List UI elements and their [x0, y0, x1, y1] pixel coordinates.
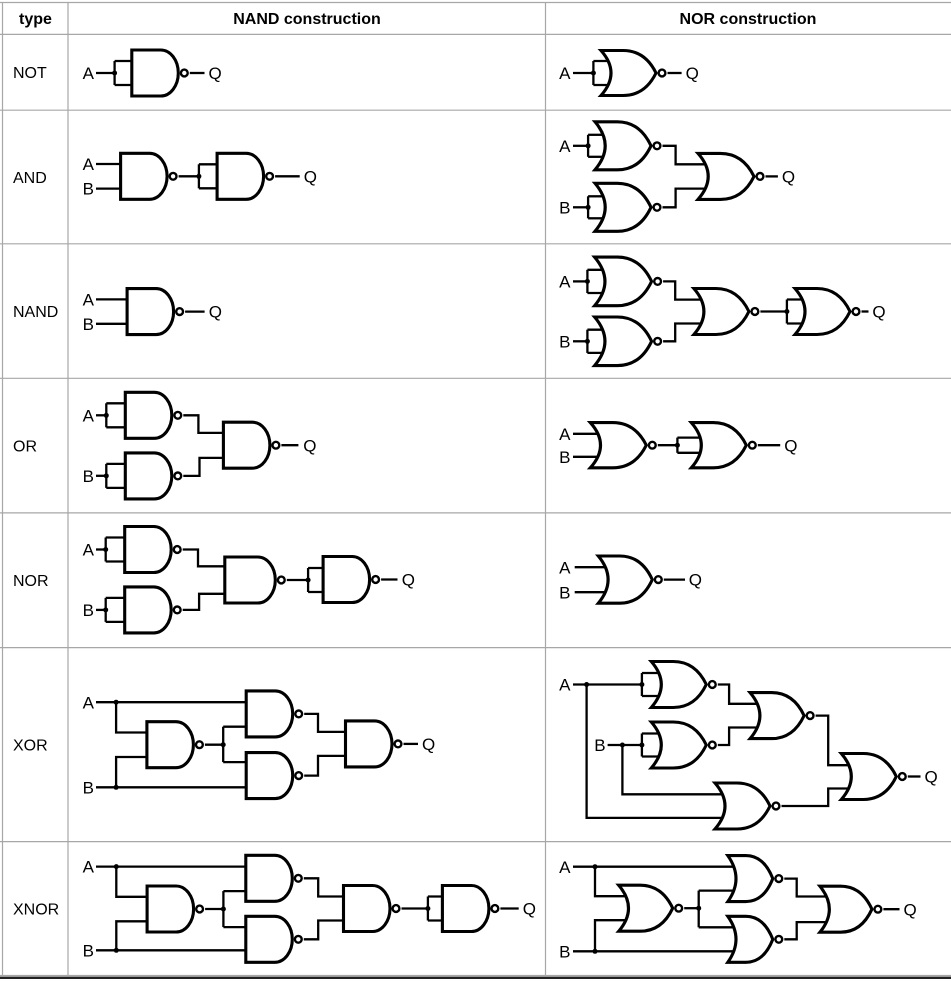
- svg-text:A: A: [559, 858, 571, 877]
- svg-text:A: A: [83, 541, 95, 560]
- svg-text:A: A: [83, 406, 95, 425]
- svg-text:Q: Q: [904, 900, 917, 919]
- svg-text:Q: Q: [925, 768, 938, 787]
- svg-text:B: B: [83, 467, 94, 486]
- svg-text:XOR: XOR: [13, 737, 48, 754]
- svg-text:A: A: [559, 273, 571, 292]
- svg-text:Q: Q: [872, 303, 885, 322]
- svg-text:A: A: [83, 858, 95, 877]
- svg-text:A: A: [83, 64, 95, 83]
- svg-text:Q: Q: [689, 571, 702, 590]
- svg-text:B: B: [559, 942, 570, 961]
- svg-text:Q: Q: [782, 168, 795, 187]
- svg-text:A: A: [559, 558, 571, 577]
- svg-text:A: A: [83, 693, 95, 712]
- svg-text:A: A: [559, 425, 571, 444]
- svg-text:NAND construction: NAND construction: [233, 11, 381, 28]
- svg-text:Q: Q: [686, 64, 699, 83]
- svg-text:NOT: NOT: [13, 65, 47, 82]
- svg-text:Q: Q: [304, 167, 317, 186]
- svg-text:XNOR: XNOR: [13, 901, 59, 918]
- svg-text:A: A: [559, 676, 571, 695]
- svg-text:B: B: [83, 601, 94, 620]
- svg-text:Q: Q: [784, 436, 797, 455]
- svg-text:B: B: [559, 448, 570, 467]
- svg-text:B: B: [559, 583, 570, 602]
- svg-text:A: A: [83, 155, 95, 174]
- svg-text:B: B: [83, 778, 94, 797]
- svg-text:B: B: [83, 180, 94, 199]
- svg-text:B: B: [594, 736, 605, 755]
- svg-text:A: A: [559, 137, 571, 156]
- svg-text:A: A: [559, 64, 571, 83]
- svg-text:Q: Q: [422, 735, 435, 754]
- svg-text:OR: OR: [13, 438, 37, 455]
- svg-text:A: A: [83, 291, 95, 310]
- svg-text:Q: Q: [402, 571, 415, 590]
- svg-text:B: B: [83, 315, 94, 334]
- svg-text:type: type: [19, 11, 52, 28]
- svg-text:NOR: NOR: [13, 573, 49, 590]
- svg-text:Q: Q: [209, 303, 222, 322]
- svg-text:NAND: NAND: [13, 304, 58, 321]
- svg-text:NOR construction: NOR construction: [680, 11, 817, 28]
- svg-text:B: B: [83, 941, 94, 960]
- svg-text:AND: AND: [13, 170, 47, 187]
- svg-text:Q: Q: [209, 64, 222, 83]
- svg-text:B: B: [559, 332, 570, 351]
- svg-text:Q: Q: [523, 900, 536, 919]
- svg-text:B: B: [559, 198, 570, 217]
- svg-text:Q: Q: [303, 436, 316, 455]
